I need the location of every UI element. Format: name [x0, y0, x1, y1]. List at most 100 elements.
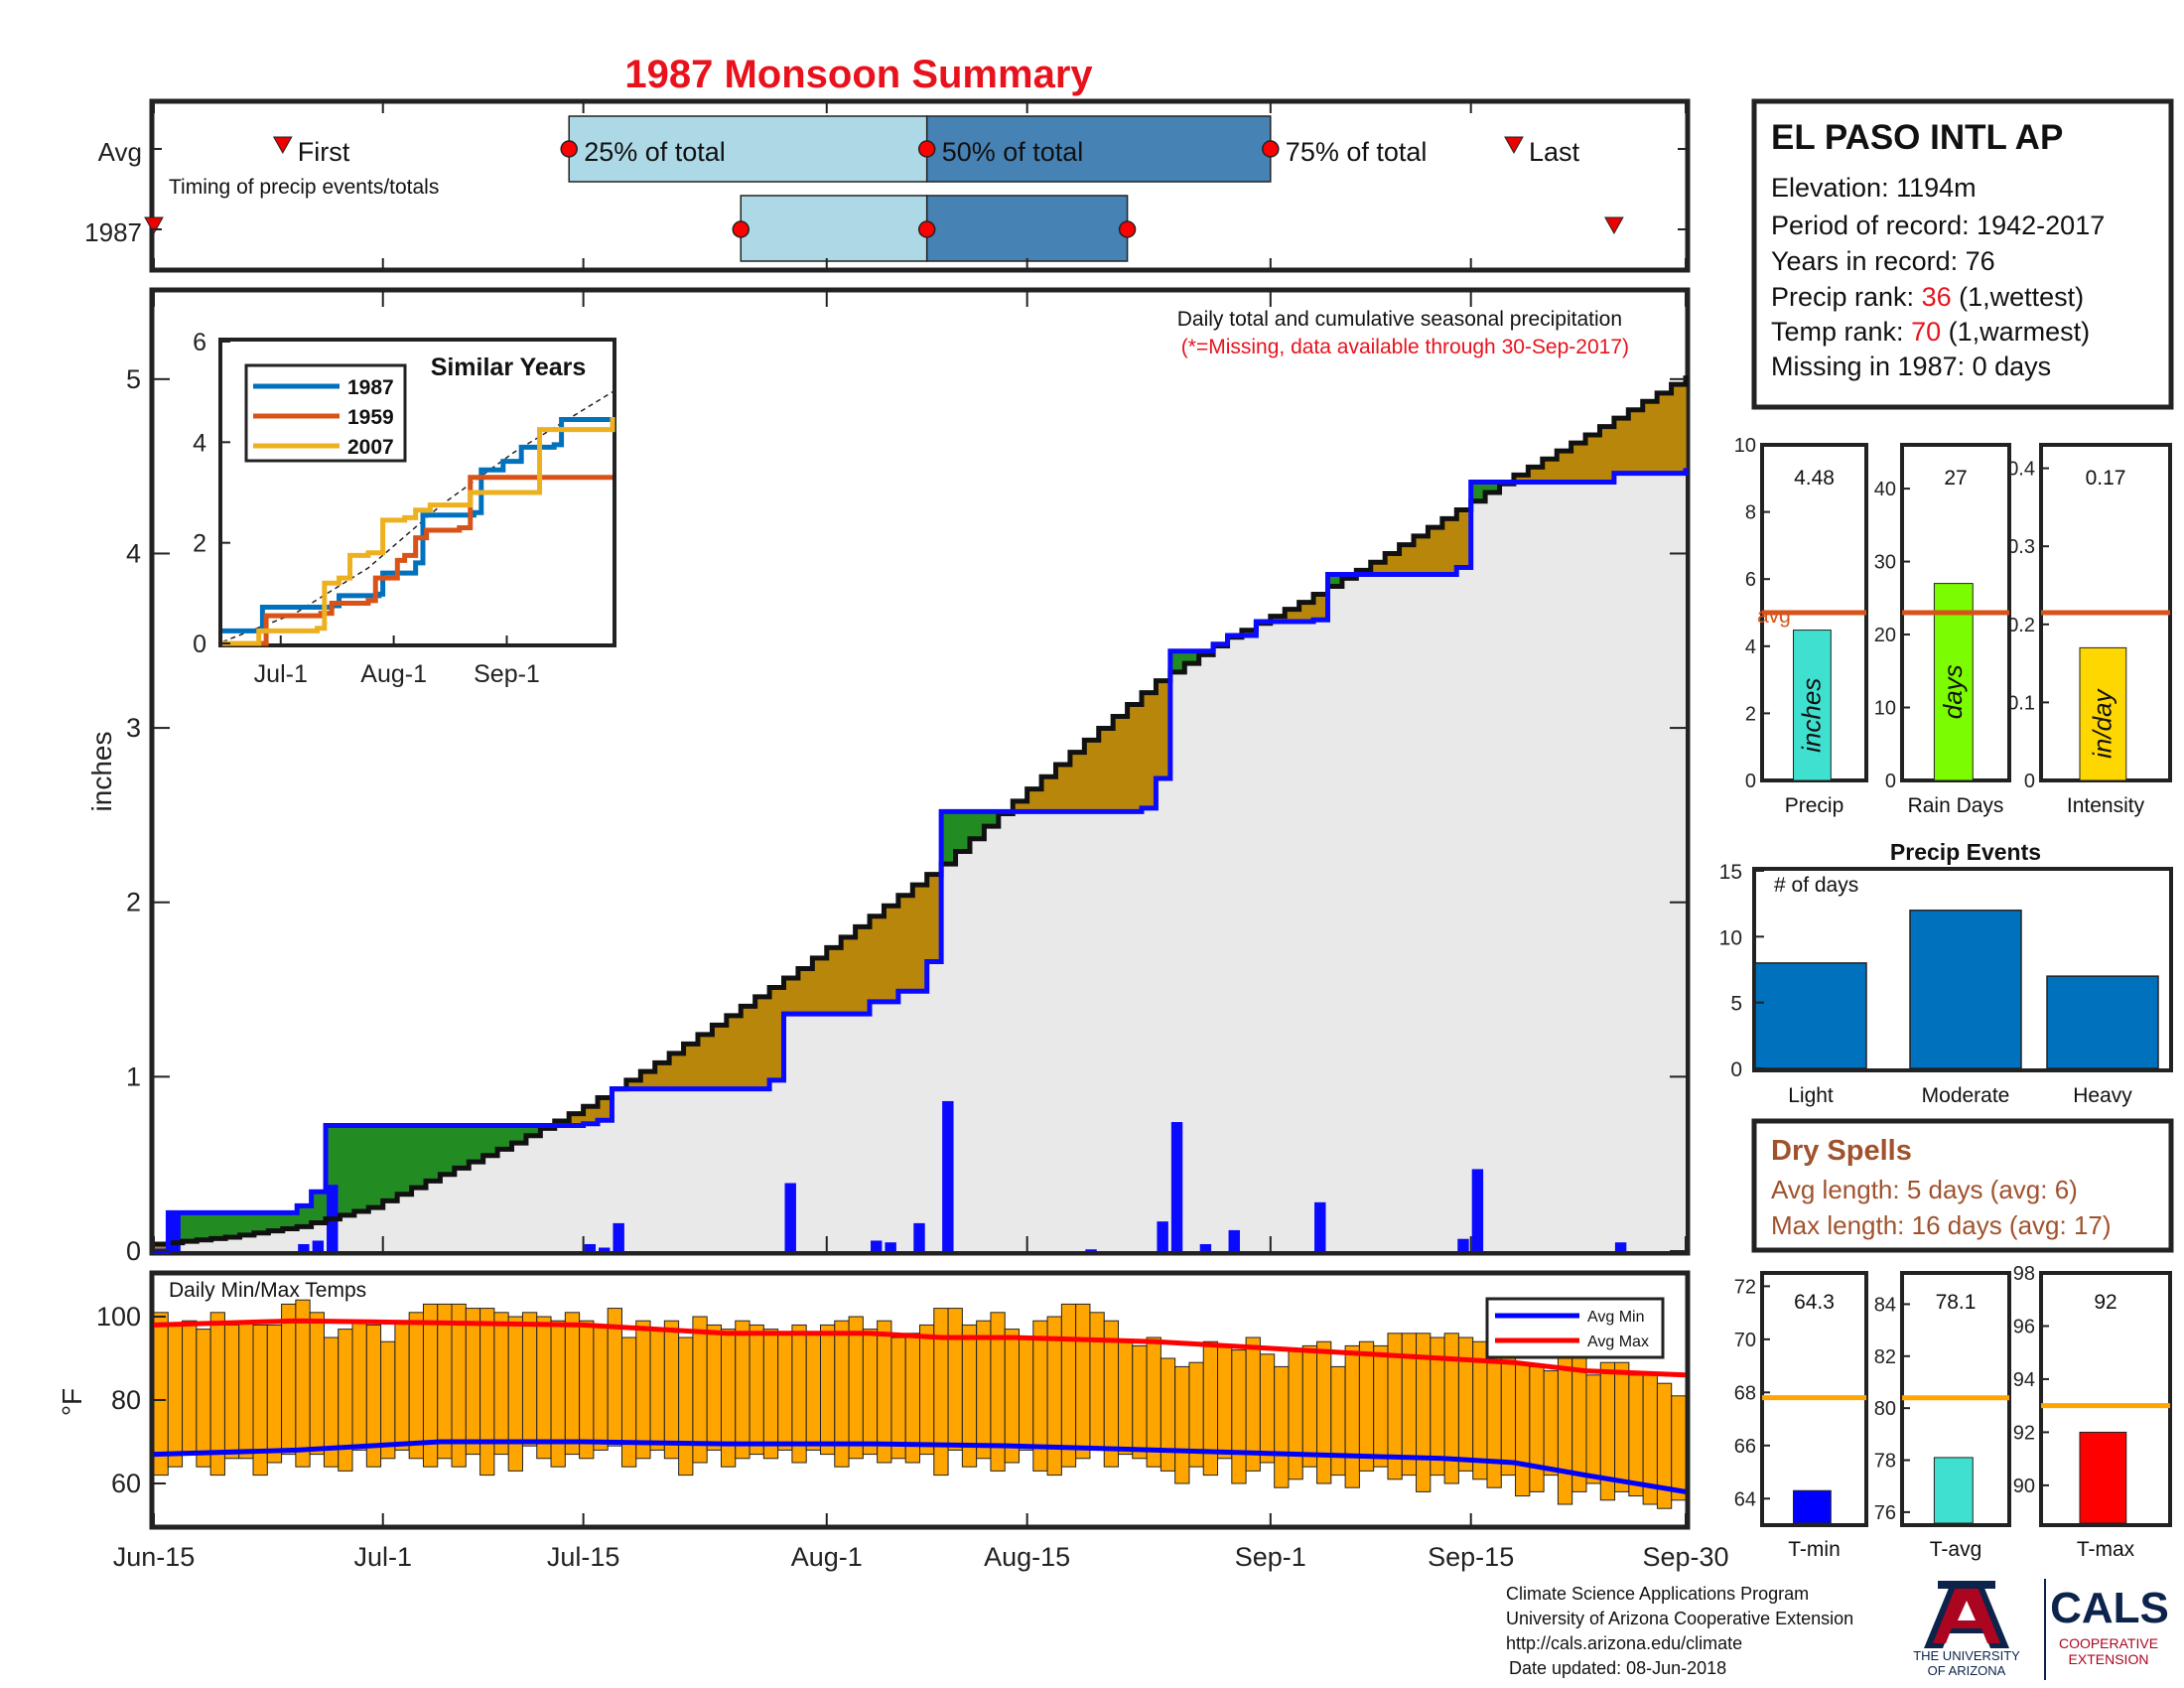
dry-spells-avg: Avg length: 5 days (avg: 6): [1771, 1175, 2078, 1204]
inset-legend: 1987 1959 2007: [253, 376, 394, 459]
avg-cumulative-line: [154, 375, 1689, 1247]
dry-spells-max: Max length: 16 days (avg: 17): [1771, 1210, 2112, 1240]
stat-ytick-label: 10: [1874, 698, 1896, 720]
surplus-shade: [411, 1125, 427, 1189]
daily-precip-bar: [169, 1212, 181, 1251]
surplus-shade: [397, 1125, 413, 1195]
surplus-shade: [482, 1125, 498, 1156]
daily-temp-bar: [1344, 1344, 1360, 1488]
temp-ytick-label: 72: [1734, 1276, 1756, 1298]
daily-temp-bar: [749, 1324, 764, 1456]
temps-ytick-label: 60: [111, 1469, 141, 1498]
events-category-label-0: Light: [1788, 1084, 1834, 1107]
stat-bar-1: [1933, 583, 1974, 781]
temp-ytick-label: 68: [1734, 1382, 1756, 1404]
events-title: Precip Events: [1890, 839, 2041, 865]
daily-precip-bar: [1314, 1201, 1326, 1251]
daily-temp-bar: [692, 1316, 708, 1464]
daily-temp-bar: [1118, 1340, 1134, 1456]
daily-temp-bar: [620, 1336, 637, 1468]
daily-temp-bar: [1358, 1340, 1375, 1472]
surplus-shade: [197, 1212, 212, 1240]
footer-credits: Climate Science Applications Program Uni…: [1506, 1584, 1853, 1678]
daily-temp-bar: [1132, 1344, 1148, 1460]
daily-precip-bar: [885, 1242, 896, 1251]
temp-ytick-label: 70: [1734, 1330, 1756, 1351]
events-ytick-label: 15: [1719, 861, 1742, 884]
surplus-shade: [239, 1212, 255, 1235]
dry-spells-title: Dry Spells: [1771, 1135, 1912, 1167]
daily-temp-bar: [1019, 1336, 1034, 1451]
deficit-shade: [1285, 609, 1300, 622]
temp-rank-label: Temp rank:: [1771, 317, 1911, 347]
daily-temp-bar: [1614, 1361, 1630, 1492]
season-stat-panels: 4.48 inches Precip 0 2 4 6 8 10 27 days Rain Days 0 1…: [1734, 435, 2172, 817]
daily-temp-bar: [933, 1308, 949, 1477]
surplus-shade: [382, 1125, 398, 1201]
main-note-line2: (*=Missing, data available through 30-Se…: [1181, 336, 1629, 358]
daily-temp-bar: [976, 1320, 992, 1460]
timing-dot-p75-1987: [1118, 220, 1137, 238]
timing-row-1987-label: 1987: [84, 217, 142, 247]
surplus-shade: [311, 1192, 327, 1223]
daily-temp-bar: [1075, 1303, 1091, 1460]
inset-ytick-label: 6: [193, 329, 206, 356]
main-y-axis-label: inches: [86, 732, 117, 812]
surplus-shade: [1169, 650, 1185, 672]
precip-rank-label: Precip rank:: [1771, 282, 1922, 312]
daily-temp-bar: [1557, 1353, 1573, 1505]
main-ytick-label: 0: [126, 1236, 141, 1266]
daily-temp-bar: [281, 1303, 297, 1456]
daily-temp-bar: [493, 1312, 509, 1456]
stat-value-label-2: 0.17: [2086, 467, 2126, 490]
deficit-shade: [683, 1044, 699, 1089]
deficit-shade: [1399, 544, 1415, 575]
surplus-shade: [497, 1125, 513, 1150]
temps-chart: 60 80 100 Daily Min/Max Temps °F Avg Min A…: [57, 1270, 1691, 1530]
stat-ytick-label: 0.3: [2007, 536, 2035, 558]
daily-temp-bar: [1259, 1353, 1276, 1464]
daily-precip-bar: [871, 1240, 883, 1251]
temp-stat-panels: 64.3 T-min 64 66 68 70 72 78.1 T-avg 76 78 80 82 84 92…: [1734, 1263, 2172, 1561]
timing-marks: First Last 25% of total 50% of total 75% of …: [144, 103, 1688, 268]
temp-ytick-label: 98: [2013, 1263, 2035, 1285]
temp-value-label-2: 92: [2094, 1291, 2116, 1314]
stat-ytick-label: 8: [1745, 502, 1756, 524]
station-info-box: EL PASO INTL AP Elevation: 1194m Period …: [1751, 98, 2174, 410]
daily-temp-bar: [1202, 1340, 1219, 1477]
daily-temp-bar: [649, 1329, 665, 1451]
inset-legend-label-2007: 2007: [347, 436, 394, 459]
daily-temp-bar: [735, 1320, 751, 1460]
cumulative-1987-line: [154, 468, 1689, 1254]
deficit-shade: [1098, 728, 1114, 812]
date-tick-label: Aug-15: [984, 1542, 1070, 1572]
deficit-shade: [1557, 451, 1572, 483]
events-bar-0: [1754, 962, 1867, 1069]
daily-temp-bar: [465, 1308, 481, 1456]
ua-wordmark-line1: THE UNIVERSITY: [1913, 1648, 2020, 1663]
temp-ytick-label: 94: [2013, 1369, 2035, 1391]
daily-temp-bar: [1543, 1370, 1559, 1477]
daily-temp-bar: [223, 1324, 240, 1460]
daily-temp-bar: [521, 1312, 538, 1447]
events-ytick-label: 0: [1730, 1058, 1742, 1081]
events-ytick-label: 10: [1719, 926, 1742, 949]
main-note-line1: Daily total and cumulative seasonal prec…: [1177, 308, 1622, 331]
surplus-shade: [440, 1125, 456, 1175]
dry-spells-box: Dry Spells Avg length: 5 days (avg: 6) M…: [1751, 1118, 2174, 1253]
daily-temp-bar: [1274, 1365, 1290, 1488]
deficit-shade: [1542, 459, 1558, 483]
inset-ytick-label: 4: [193, 429, 206, 457]
temps-legend-box: [1485, 1297, 1665, 1359]
daily-temp-bar: [167, 1324, 184, 1468]
daily-temp-bar: [890, 1336, 906, 1460]
temp-category-label-2: T-max: [2077, 1538, 2135, 1561]
station-period: Period of record: 1942-2017: [1771, 211, 2105, 240]
inset-ytick-label: 0: [193, 631, 206, 658]
temp-ytick-label: 80: [1874, 1398, 1896, 1420]
station-years: Years in record: 76: [1771, 246, 1995, 276]
daily-temp-bar: [1217, 1344, 1233, 1460]
date-tick-label: Sep-30: [1642, 1542, 1728, 1572]
daily-temp-bar: [819, 1324, 836, 1456]
